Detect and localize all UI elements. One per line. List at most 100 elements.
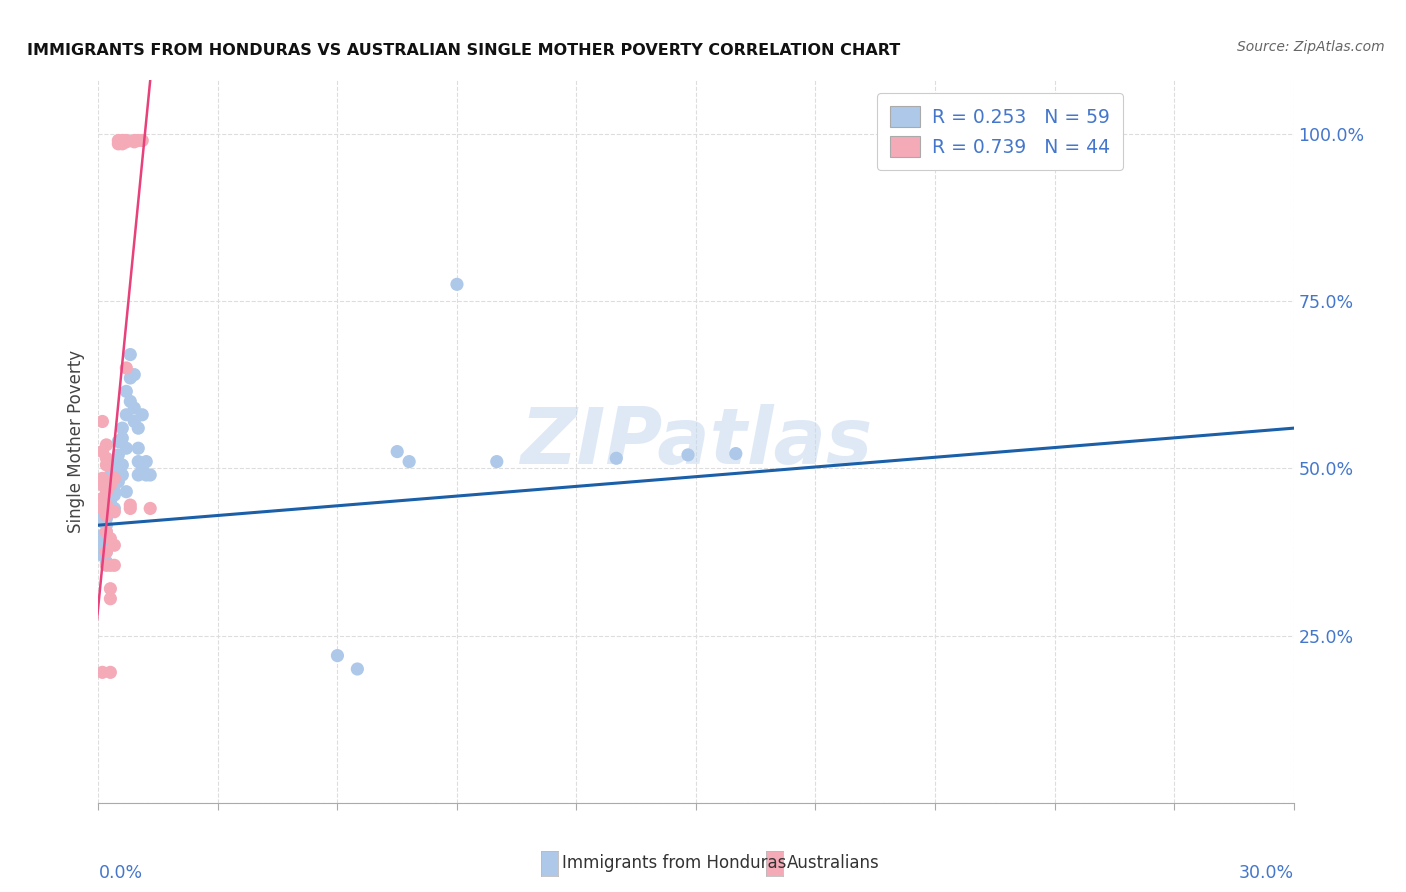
Point	[127, 442, 149, 455]
Point	[115, 135, 138, 149]
Point	[96, 508, 118, 523]
Point	[103, 501, 125, 516]
Point	[385, 444, 409, 458]
Point	[96, 555, 118, 569]
Point	[96, 501, 118, 516]
Point	[131, 408, 153, 422]
Point	[139, 501, 162, 516]
Point	[103, 471, 125, 485]
Point	[98, 591, 122, 606]
Point	[98, 582, 122, 596]
Point	[131, 461, 153, 475]
Point	[135, 455, 157, 469]
Point	[96, 538, 118, 552]
Y-axis label: Single Mother Poverty: Single Mother Poverty	[67, 350, 86, 533]
Point	[115, 408, 138, 422]
Point	[91, 478, 114, 492]
Point	[96, 532, 118, 546]
Point	[605, 451, 627, 466]
Point	[124, 134, 146, 148]
Legend: R = 0.253   N = 59, R = 0.739   N = 44: R = 0.253 N = 59, R = 0.739 N = 44	[877, 94, 1123, 169]
Point	[115, 484, 138, 499]
Point	[120, 371, 142, 385]
Point	[96, 505, 118, 519]
Point	[120, 348, 142, 362]
Text: 0.0%: 0.0%	[98, 864, 142, 882]
Point	[127, 467, 149, 482]
Point	[120, 498, 142, 512]
Point	[107, 448, 129, 462]
Point	[96, 484, 118, 499]
Point	[91, 515, 114, 529]
Point	[96, 438, 118, 452]
Point	[103, 538, 125, 552]
Point	[724, 446, 747, 460]
Point	[485, 455, 508, 469]
Point	[103, 558, 125, 573]
Point	[139, 467, 162, 482]
Point	[98, 665, 122, 680]
Point	[115, 134, 138, 148]
Point	[96, 545, 118, 559]
Point	[91, 444, 114, 458]
Point	[98, 494, 122, 508]
Point	[124, 401, 146, 416]
Text: ZIPatlas: ZIPatlas	[520, 403, 872, 480]
Point	[98, 478, 122, 492]
Point	[127, 421, 149, 435]
Text: 30.0%: 30.0%	[1239, 864, 1294, 882]
Point	[96, 451, 118, 466]
Point	[98, 532, 122, 546]
Point	[111, 134, 134, 148]
Point	[115, 442, 138, 455]
Point	[107, 136, 129, 151]
Point	[96, 458, 118, 472]
Point	[91, 491, 114, 506]
Point	[107, 434, 129, 449]
Point	[124, 368, 146, 382]
Point	[103, 475, 125, 489]
Point	[111, 431, 134, 445]
Point	[127, 134, 149, 148]
Point	[91, 528, 114, 542]
Point	[96, 524, 118, 539]
Point	[96, 478, 118, 492]
Point	[96, 518, 118, 533]
Point	[115, 361, 138, 376]
Point	[111, 458, 134, 472]
Point	[326, 648, 349, 663]
Point	[111, 467, 134, 482]
Point	[676, 448, 699, 462]
Point	[91, 548, 114, 563]
Point	[103, 484, 125, 499]
Point	[98, 455, 122, 469]
Point	[107, 475, 129, 489]
Point	[115, 384, 138, 399]
Point	[111, 134, 134, 148]
Point	[98, 482, 122, 496]
Point	[98, 467, 122, 482]
Point	[131, 134, 153, 148]
Point	[96, 545, 118, 559]
Point	[98, 505, 122, 519]
Point	[111, 135, 134, 149]
Point	[91, 471, 114, 485]
Point	[446, 277, 468, 292]
Point	[98, 558, 122, 573]
Point	[103, 488, 125, 502]
Point	[96, 498, 118, 512]
Point	[107, 461, 129, 475]
Point	[91, 508, 114, 523]
Point	[346, 662, 368, 676]
Point	[120, 501, 142, 516]
Point	[111, 421, 134, 435]
Point	[91, 538, 114, 552]
Text: Immigrants from Honduras: Immigrants from Honduras	[562, 855, 787, 872]
Point	[98, 505, 122, 519]
Text: Source: ZipAtlas.com: Source: ZipAtlas.com	[1237, 40, 1385, 54]
Point	[96, 524, 118, 539]
Point	[96, 511, 118, 525]
Point	[91, 665, 114, 680]
Point	[96, 558, 118, 573]
Point	[91, 501, 114, 516]
